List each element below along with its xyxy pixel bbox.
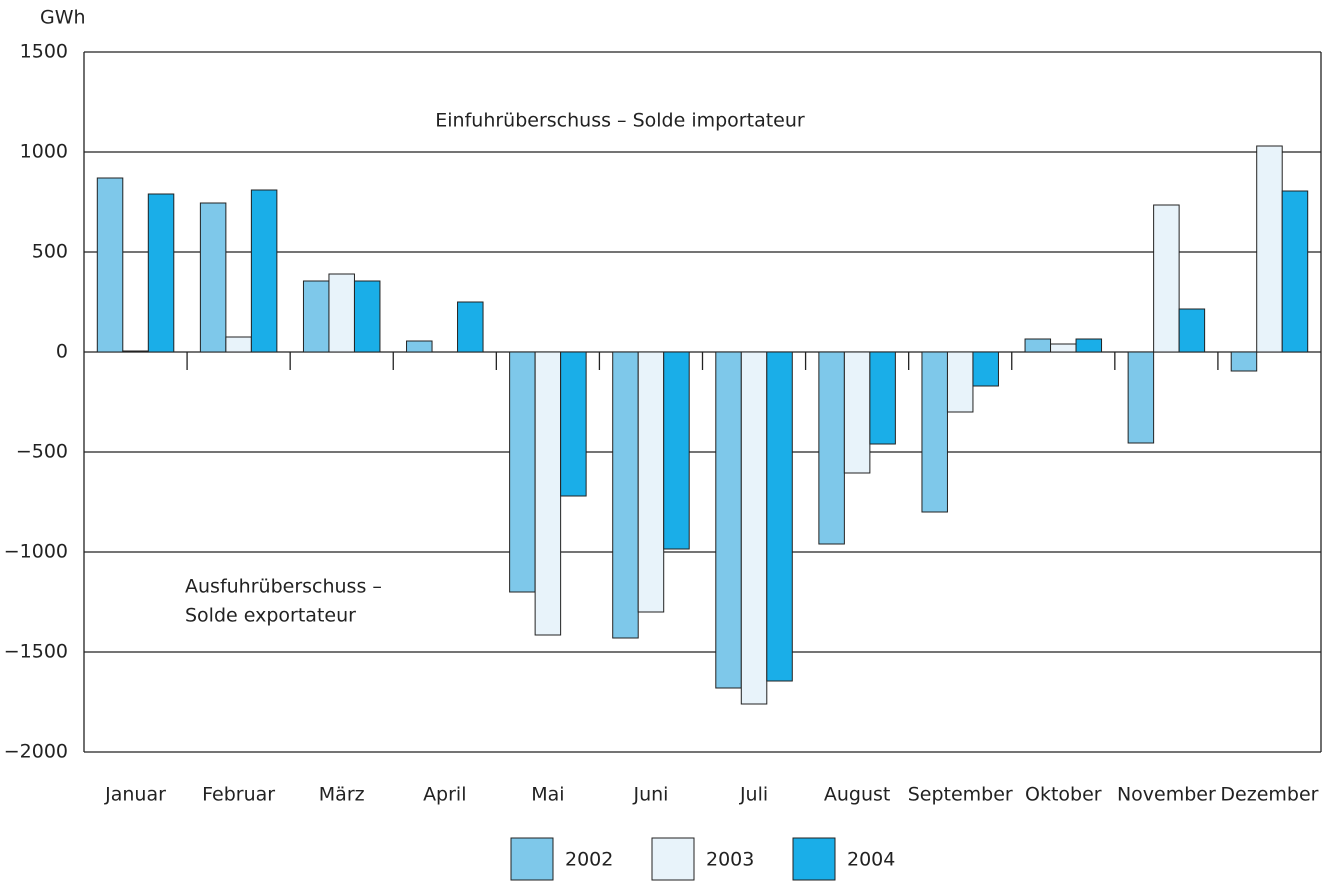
x-tick-label: August	[824, 784, 891, 806]
x-tick-label: April	[423, 784, 466, 806]
bar	[353, 280, 381, 353]
bar	[1281, 190, 1309, 353]
y-tick-label: 1500	[20, 41, 68, 63]
bar	[869, 351, 896, 445]
bar	[1230, 351, 1258, 372]
bar	[972, 351, 999, 387]
bar	[96, 177, 124, 353]
bar	[534, 351, 562, 636]
annotation: Ausfuhrüberschuss –	[185, 576, 382, 598]
y-tick-label: −2000	[4, 741, 68, 763]
legend-swatch	[792, 837, 836, 881]
bar	[1024, 338, 1052, 353]
x-tick-label: September	[908, 784, 1013, 806]
bar	[302, 280, 330, 353]
legend-label: 2004	[847, 849, 895, 871]
bar	[199, 202, 227, 353]
y-axis-unit: GWh	[40, 7, 86, 29]
legend-label: 2003	[706, 849, 754, 871]
x-tick-label: Juni	[632, 784, 668, 806]
x-tick-label: März	[319, 784, 365, 806]
x-tick-label: Februar	[202, 784, 275, 806]
annotation: Einfuhrüberschuss – Solde importateur	[435, 110, 805, 132]
x-tick-label: November	[1117, 784, 1216, 806]
x-tick-label: Dezember	[1220, 784, 1318, 806]
y-tick-label: 500	[32, 241, 68, 263]
bar	[509, 351, 536, 593]
bar	[250, 189, 278, 353]
bar	[1075, 338, 1103, 353]
bar	[1153, 204, 1180, 353]
bar	[818, 351, 845, 545]
legend-swatch	[651, 837, 695, 881]
bar	[766, 351, 793, 682]
bar	[663, 351, 690, 550]
bar	[715, 351, 742, 689]
legend-swatch	[510, 837, 554, 881]
y-tick-label: −1000	[4, 541, 68, 563]
x-tick-label: Mai	[531, 784, 564, 806]
bar	[147, 193, 175, 353]
bar	[1256, 145, 1283, 353]
y-tick-label: 0	[56, 341, 68, 363]
x-tick-label: Juli	[739, 784, 768, 806]
bar	[225, 336, 252, 353]
bar	[560, 351, 587, 497]
bar	[1050, 343, 1077, 353]
bar	[921, 351, 948, 513]
bar	[637, 351, 665, 613]
bar	[457, 301, 484, 353]
annotation: Solde exportateur	[185, 605, 356, 627]
bar	[406, 340, 433, 353]
x-tick-label: Oktober	[1025, 784, 1102, 806]
x-tick-label: Januar	[104, 784, 166, 806]
y-tick-label: 1000	[20, 141, 68, 163]
bar	[612, 351, 639, 639]
bar	[946, 351, 974, 413]
bar	[328, 273, 355, 353]
y-tick-label: −500	[16, 441, 68, 463]
bar	[843, 351, 871, 474]
legend-label: 2002	[565, 849, 613, 871]
bar	[1178, 308, 1206, 353]
bar	[122, 350, 149, 353]
y-tick-label: −1500	[4, 641, 68, 663]
bar	[1127, 351, 1155, 444]
bar	[740, 351, 768, 705]
